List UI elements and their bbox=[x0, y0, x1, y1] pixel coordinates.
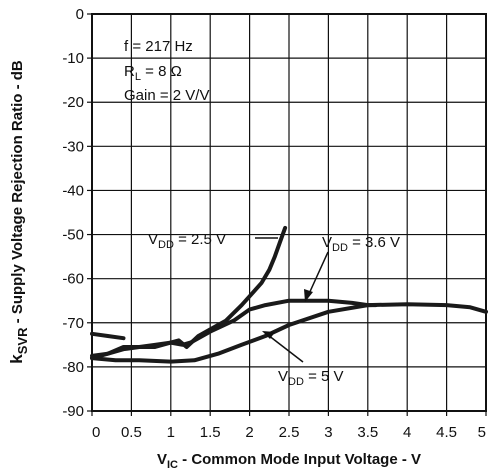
y-tick-label: -30 bbox=[62, 138, 84, 155]
series-line-start-branch bbox=[90, 331, 126, 341]
y-tick-label: -80 bbox=[62, 359, 84, 376]
x-tick-label: 1 bbox=[167, 424, 175, 441]
condition-frequency: f = 217 Hz bbox=[124, 38, 193, 55]
series-layer bbox=[90, 225, 488, 364]
ticks-layer: 0 -10 -20 -30 -40 -50 -60 -70 -80 -90 0 0.5 1 1.5 2 2.5… bbox=[62, 6, 487, 441]
conditions-box: f = 217 Hz RL = 8 Ω Gain = 2 V/V bbox=[124, 38, 209, 104]
series-label-5v-main: V bbox=[278, 368, 288, 385]
y-tick-label: -70 bbox=[62, 315, 84, 332]
series-label-3-6v-rest: = 3.6 V bbox=[348, 234, 400, 251]
y-axis-label-rest: - Supply Voltage Rejection Ratio - dB bbox=[9, 60, 26, 327]
condition-load-main: R bbox=[124, 63, 135, 80]
series-label-2-5v-main: V bbox=[148, 231, 158, 248]
x-tick-label: 4.5 bbox=[436, 424, 457, 441]
series-leader-3-6v bbox=[307, 251, 329, 297]
x-tick-label: 1.5 bbox=[200, 424, 221, 441]
x-axis-label: VIC - Common Mode Input Voltage - V bbox=[157, 451, 421, 471]
series-label-3-6v: VDD = 3.6 V bbox=[322, 234, 400, 254]
y-axis-label-main: k bbox=[7, 354, 26, 364]
series-label-5v-sub: DD bbox=[288, 376, 304, 388]
condition-load-sub: L bbox=[135, 71, 141, 83]
series-line-vdd-3-6v bbox=[90, 298, 378, 358]
x-tick-label: 0 bbox=[92, 424, 100, 441]
series-label-3-6v-main: V bbox=[322, 234, 332, 251]
series-label-5v-rest: = 5 V bbox=[304, 368, 344, 385]
y-axis-label-sub: SVR bbox=[15, 327, 30, 354]
y-axis-label: kSVR - Supply Voltage Rejection Ratio - … bbox=[7, 60, 30, 364]
series-label-5v: VDD = 5 V bbox=[278, 368, 344, 388]
x-axis-label-main: V bbox=[157, 451, 167, 468]
series-arrow-3-6v bbox=[304, 289, 313, 302]
x-tick-label: 3.5 bbox=[357, 424, 378, 441]
series-leader-5v bbox=[267, 334, 304, 363]
y-tick-label: -60 bbox=[62, 271, 84, 288]
y-tick-label: 0 bbox=[76, 6, 84, 23]
x-axis-label-rest: - Common Mode Input Voltage - V bbox=[178, 451, 421, 468]
x-tick-label: 2.5 bbox=[279, 424, 300, 441]
x-tick-label: 4 bbox=[403, 424, 411, 441]
x-tick-label: 0.5 bbox=[121, 424, 142, 441]
series-line-vdd-5v bbox=[90, 302, 488, 364]
y-tick-label: -20 bbox=[62, 94, 84, 111]
x-tick-label: 5 bbox=[478, 424, 486, 441]
condition-load-rest: = 8 Ω bbox=[141, 63, 182, 80]
series-arrow-5v bbox=[262, 331, 275, 339]
x-tick-label: 3 bbox=[324, 424, 332, 441]
condition-load: RL = 8 Ω bbox=[124, 63, 182, 83]
y-tick-label: -10 bbox=[62, 50, 84, 67]
series-label-2-5v-sub: DD bbox=[158, 239, 174, 251]
x-tick-label: 2 bbox=[245, 424, 253, 441]
series-label-3-6v-sub: DD bbox=[332, 242, 348, 254]
x-axis-label-sub: IC bbox=[167, 459, 178, 471]
y-tick-label: -90 bbox=[62, 403, 84, 420]
series-label-2-5v-rest: = 2.5 V bbox=[174, 231, 226, 248]
y-tick-label: -50 bbox=[62, 227, 84, 244]
series-label-2-5v: VDD = 2.5 V bbox=[148, 231, 226, 251]
y-tick-label: -40 bbox=[62, 182, 84, 199]
condition-gain: Gain = 2 V/V bbox=[124, 87, 209, 104]
